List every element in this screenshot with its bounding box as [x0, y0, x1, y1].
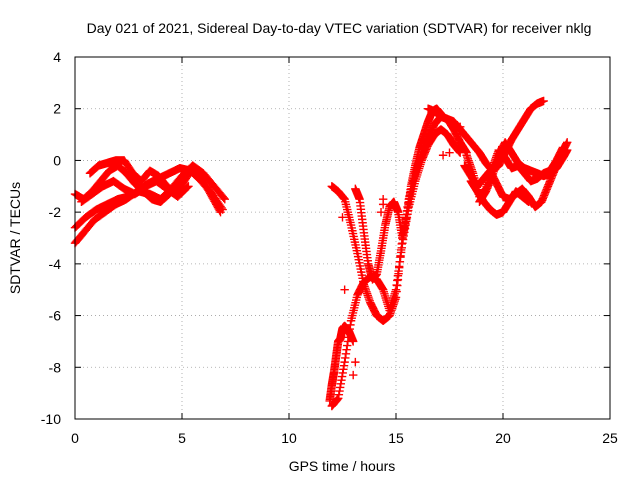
x-axis-label: GPS time / hours — [289, 458, 396, 474]
plot-frame — [74, 56, 611, 420]
grid-lines — [75, 57, 610, 419]
data-point — [187, 165, 197, 174]
data-point — [215, 206, 224, 215]
data-point — [524, 197, 533, 206]
y-tick-label: 0 — [53, 152, 61, 168]
y-tick-label: -10 — [41, 411, 61, 427]
series-s14 — [462, 143, 568, 201]
y-tick-label: -2 — [49, 204, 62, 220]
data-point — [184, 182, 193, 191]
data-point — [349, 370, 358, 380]
data-points — [70, 96, 572, 411]
data-point — [456, 122, 465, 132]
y-axis-label: SDTVAR / TECUs — [7, 182, 23, 294]
data-point — [438, 151, 448, 160]
data-point — [351, 357, 360, 367]
x-tick-label: 20 — [495, 430, 511, 446]
data-point — [220, 195, 229, 204]
x-tick-label: 0 — [71, 430, 79, 446]
series-outliers — [338, 122, 465, 380]
y-tick-label: 4 — [53, 49, 61, 65]
series-s6 — [325, 321, 358, 406]
data-point — [445, 148, 454, 157]
data-point — [219, 193, 228, 203]
x-tick-label: 5 — [178, 430, 186, 446]
series-s5 — [77, 176, 193, 206]
data-point — [340, 285, 349, 294]
y-tick-label: -4 — [49, 256, 62, 272]
x-tick-label: 15 — [388, 430, 404, 446]
data-point — [376, 207, 386, 217]
series-s9 — [351, 104, 446, 284]
y-tick-labels: -10 -8 -6 -4 -2 0 2 4 — [41, 49, 61, 427]
data-point — [539, 96, 548, 106]
data-point — [417, 148, 426, 157]
data-point — [183, 183, 192, 192]
x-tick-labels: 0 5 10 15 20 25 — [71, 430, 618, 446]
y-tick-label: -6 — [49, 308, 62, 324]
data-point — [188, 163, 197, 173]
data-point — [216, 207, 225, 217]
data-point — [338, 213, 347, 222]
x-tick-label: 10 — [281, 430, 297, 446]
x-tick-label: 25 — [602, 430, 618, 446]
data-point — [378, 200, 388, 209]
data-point — [563, 138, 572, 147]
data-point — [558, 143, 568, 152]
y-tick-label: 2 — [53, 101, 61, 117]
chart-title: Day 021 of 2021, Sidereal Day-to-day VTE… — [87, 20, 592, 36]
series-s10 — [423, 96, 548, 175]
y-tick-label: -8 — [49, 359, 62, 375]
